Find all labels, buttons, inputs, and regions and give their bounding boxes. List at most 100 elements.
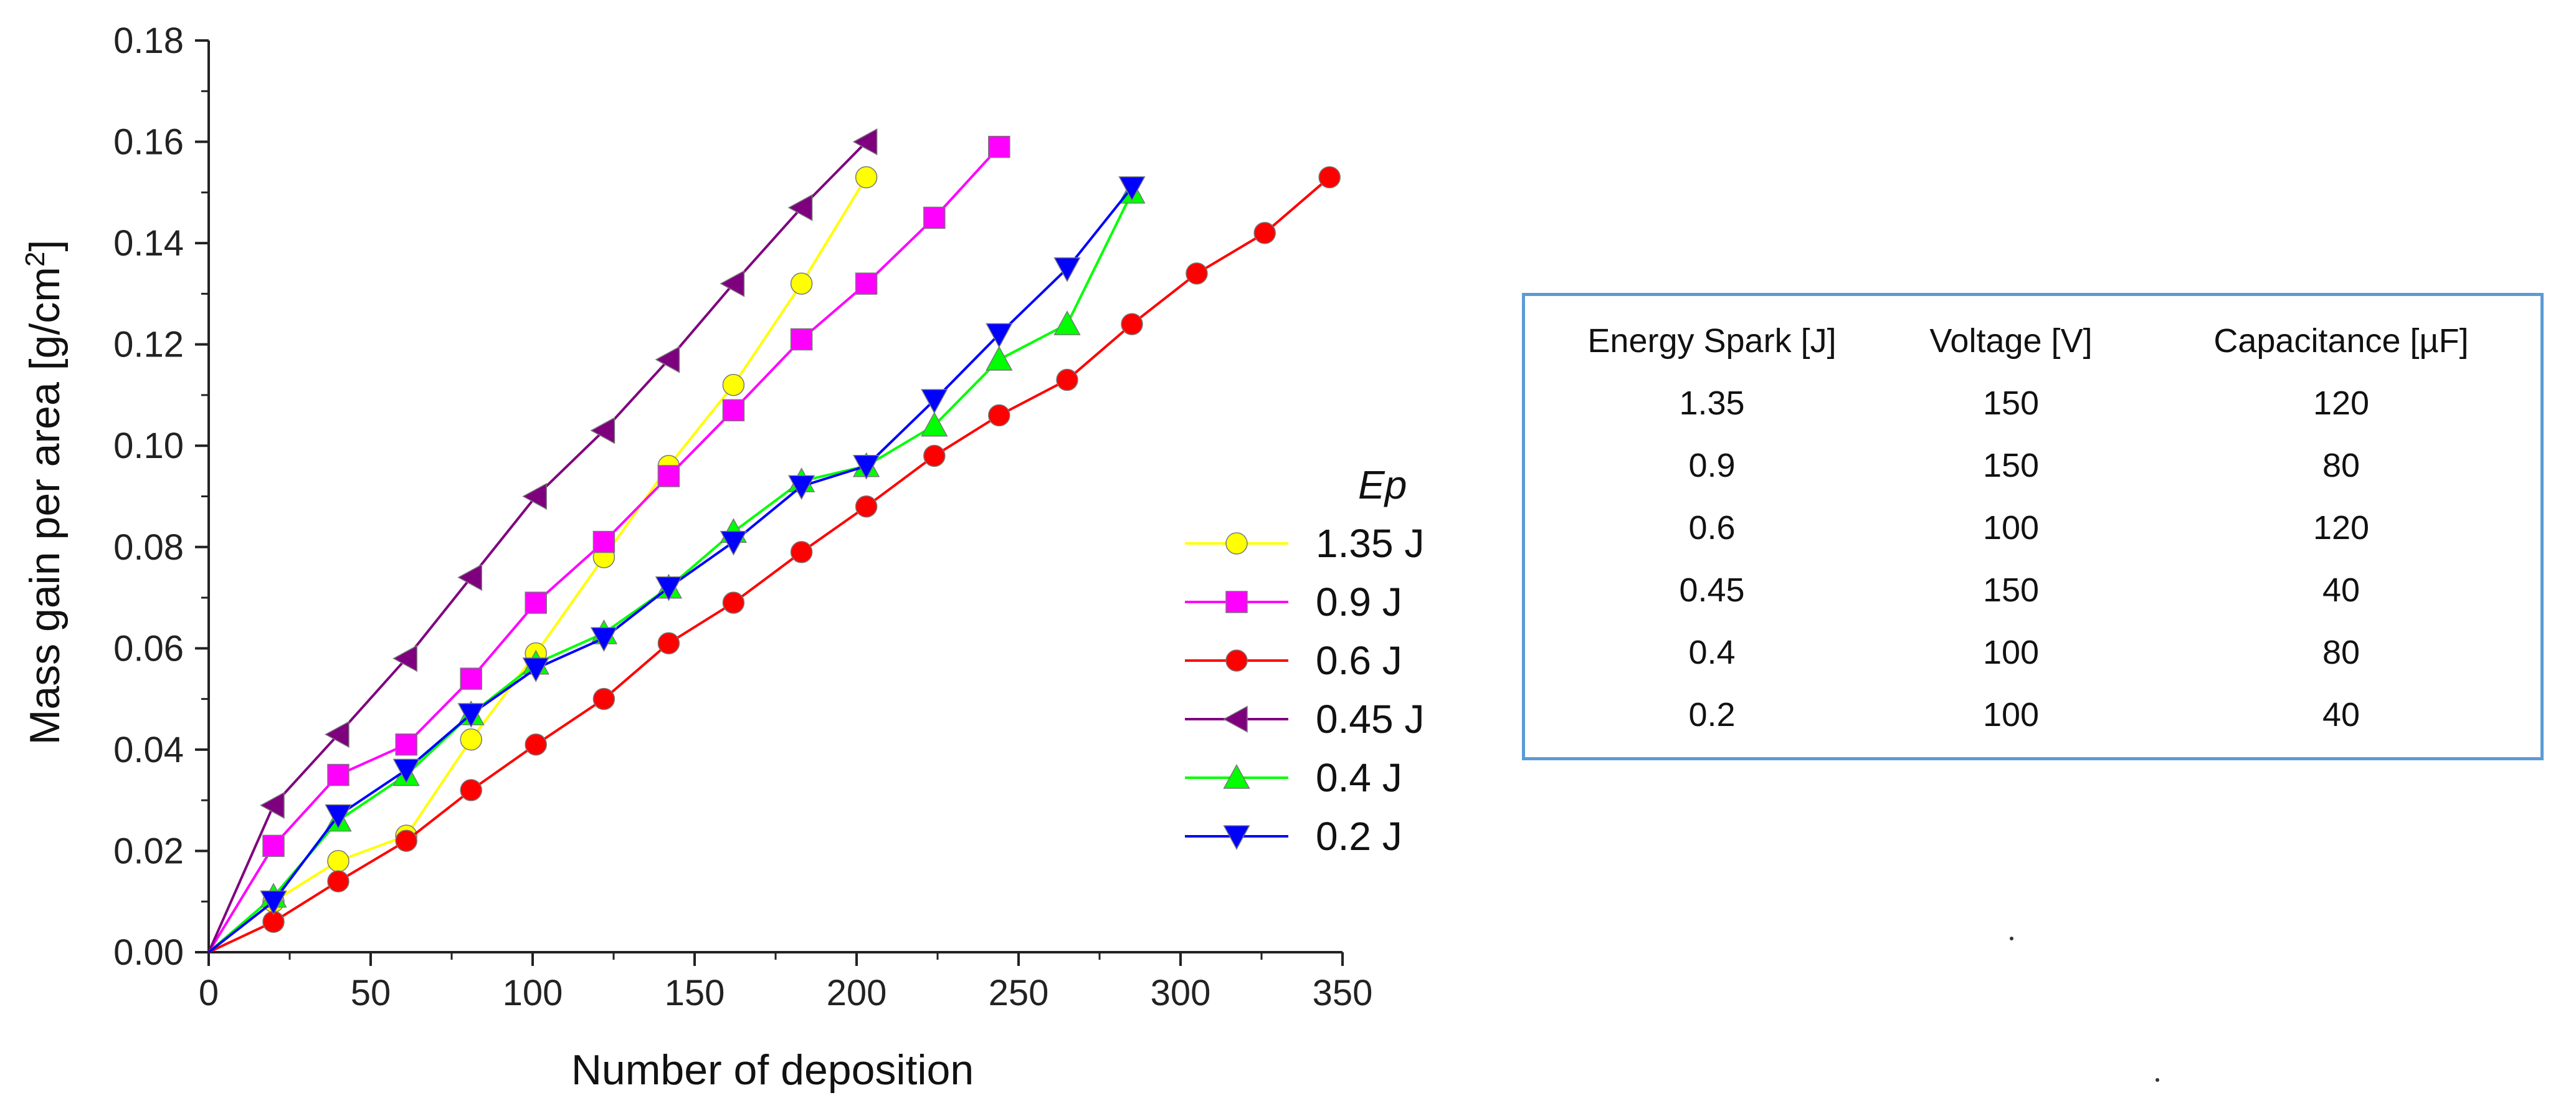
voltage-cell: 100	[1982, 696, 2040, 733]
series-line	[207, 141, 868, 953]
data-point	[522, 482, 547, 510]
data-point	[657, 632, 680, 654]
x-tick-label: 350	[1313, 973, 1373, 1013]
legend-label: 0.4 J	[1316, 755, 1402, 800]
series-0-2-J	[207, 176, 1146, 953]
data-point	[722, 591, 745, 614]
y-tick-label: 0.04	[113, 730, 184, 770]
capacitance-cell: 120	[2312, 509, 2370, 547]
data-point	[1121, 313, 1143, 335]
data-point	[1186, 262, 1208, 285]
data-point	[590, 627, 618, 652]
data-point	[855, 272, 878, 295]
series-0-4-J	[207, 178, 1146, 953]
series-line	[207, 191, 1133, 953]
legend-item: 0.2 J	[1185, 814, 1402, 859]
data-point	[852, 454, 880, 480]
data-point	[790, 328, 813, 351]
data-point	[325, 720, 349, 748]
header-capacitance: Capacitance [µF]	[2213, 322, 2469, 360]
table-row: 0.2 100 40	[1550, 684, 2534, 746]
legend-swatch-marker	[1223, 764, 1250, 789]
y-tick-label: 0.06	[113, 628, 184, 669]
data-point	[590, 417, 615, 444]
capacitance-cell: 80	[2322, 634, 2360, 671]
data-point	[1318, 166, 1341, 189]
y-axis-title-main: Mass gain per area [g/cm	[21, 267, 69, 745]
legend-swatch-marker	[1225, 649, 1248, 672]
data-point	[720, 530, 748, 556]
data-point	[457, 563, 482, 591]
series-line	[207, 176, 868, 953]
legend-item: 0.6 J	[1185, 638, 1402, 683]
capacitance-cell: 40	[2322, 696, 2360, 733]
energy-cell: 0.9	[1688, 447, 1736, 484]
legend-item: 0.4 J	[1185, 755, 1402, 800]
series-0-45-J	[207, 128, 878, 953]
data-point	[525, 733, 547, 756]
legend-label: 0.6 J	[1316, 638, 1402, 683]
legend-swatch-marker	[1223, 705, 1248, 733]
legend-item: 1.35 J	[1185, 521, 1424, 566]
data-point	[395, 733, 417, 756]
y-tick-label: 0.14	[113, 223, 184, 264]
data-point	[327, 849, 349, 872]
data-point	[395, 829, 417, 852]
energy-cell: 0.45	[1679, 571, 1745, 609]
x-tick-label: 100	[503, 973, 563, 1013]
y-tick-label: 0.08	[113, 527, 184, 568]
header-voltage: Voltage [V]	[1929, 322, 2093, 360]
data-point	[1056, 368, 1078, 391]
data-point	[722, 399, 745, 422]
data-point	[260, 890, 287, 915]
data-point	[522, 657, 549, 682]
data-point	[457, 703, 485, 728]
legend: Ep 1.35 J 0.9 J 0.6 J 0.45 J 0.4 J 0.2 J	[1185, 462, 1424, 859]
y-axis-title: Mass gain per area [g/cm2]	[20, 240, 69, 745]
y-tick-label: 0.10	[113, 426, 184, 466]
x-tick-label: 150	[665, 973, 725, 1013]
data-point	[460, 667, 482, 690]
energy-cell: 0.4	[1688, 634, 1736, 671]
legend-item: 0.9 J	[1185, 580, 1402, 624]
legend-swatch-marker	[1223, 825, 1250, 850]
data-point	[986, 323, 1013, 348]
table-row: 0.45 150 40	[1550, 559, 2534, 621]
capacitance-cell: 120	[2312, 385, 2370, 422]
legend-label: 0.45 J	[1316, 697, 1424, 742]
voltage-cell: 100	[1982, 509, 2040, 547]
data-point	[262, 834, 285, 857]
data-point	[923, 444, 946, 467]
data-point	[592, 687, 615, 710]
data-point	[1053, 310, 1081, 335]
series-0-9-J	[207, 135, 1010, 953]
energy-cell: 0.6	[1688, 509, 1736, 547]
series-line	[208, 176, 1331, 953]
stray-dot	[2155, 1078, 2159, 1082]
data-point	[1253, 222, 1276, 244]
data-point	[855, 166, 878, 189]
data-point	[655, 346, 680, 373]
x-tick-label: 200	[827, 973, 887, 1013]
y-tick-label: 0.16	[113, 122, 184, 163]
legend-title: Ep	[1358, 462, 1407, 507]
y-tick-label: 0.00	[113, 932, 184, 973]
data-point	[855, 495, 878, 518]
x-tick-label: 250	[989, 973, 1049, 1013]
data-point	[790, 541, 813, 563]
series-line	[207, 186, 1133, 953]
x-tick-label: 300	[1151, 973, 1211, 1013]
data-point	[657, 465, 680, 487]
data-point	[790, 272, 813, 295]
legend-item: 0.45 J	[1185, 697, 1424, 742]
capacitance-cell: 80	[2322, 447, 2360, 484]
data-point	[460, 728, 482, 751]
table-row: 1.35 150 120	[1550, 372, 2534, 434]
data-point	[327, 763, 349, 786]
data-point	[1053, 257, 1081, 282]
x-axis-title: Number of deposition	[571, 1046, 974, 1094]
x-tick-label: 50	[351, 973, 391, 1013]
y-tick-label: 0.12	[113, 325, 184, 365]
y-axis-title-end: ]	[21, 240, 69, 252]
table-row: 0.4 100 80	[1550, 621, 2534, 684]
